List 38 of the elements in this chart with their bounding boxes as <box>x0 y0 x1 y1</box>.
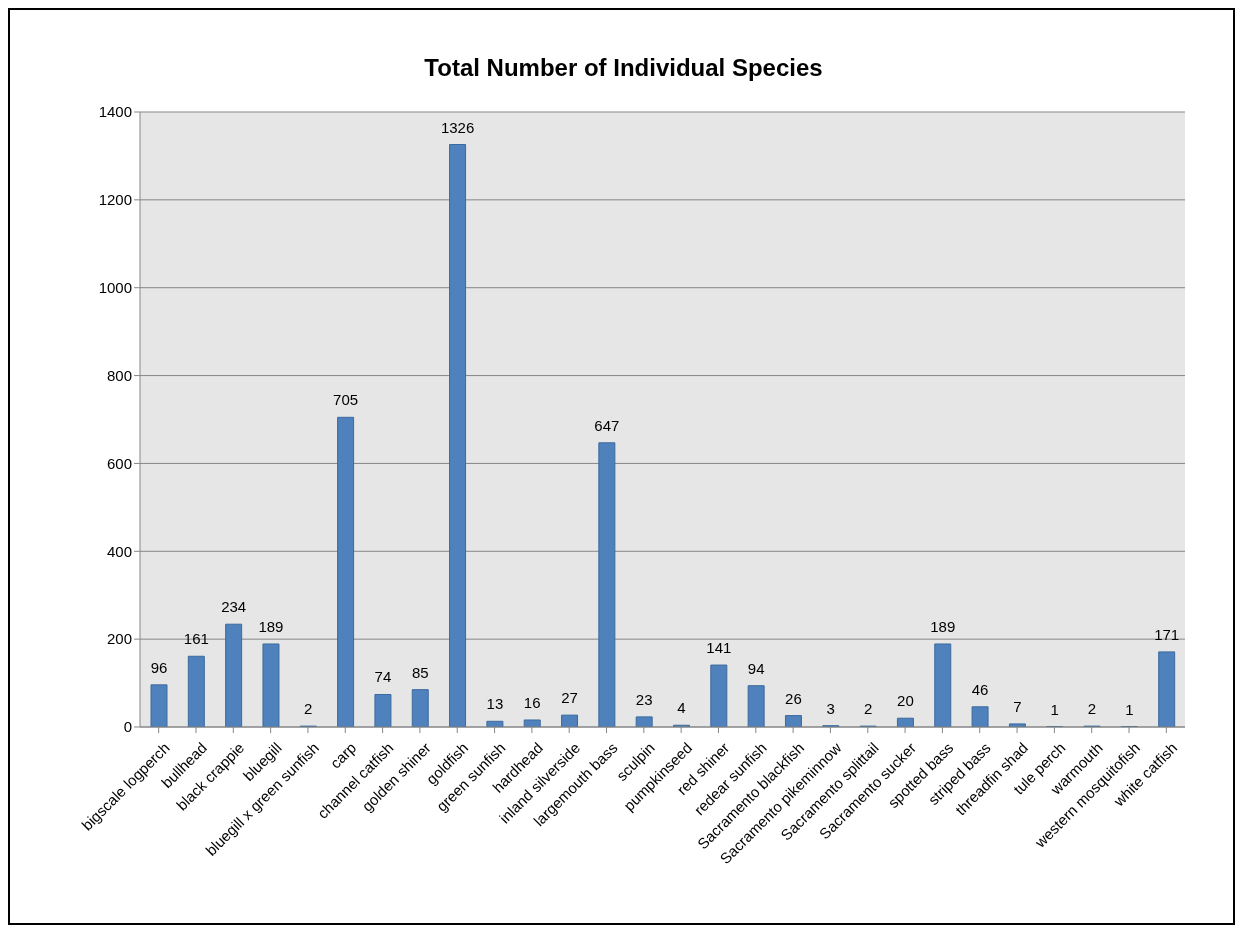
data-label: 7 <box>1013 697 1022 715</box>
data-label: 234 <box>221 598 247 616</box>
data-label: 23 <box>635 690 653 708</box>
data-label: 1 <box>1050 700 1059 718</box>
data-label: 94 <box>747 659 765 677</box>
y-tick-label: 1000 <box>98 279 132 297</box>
data-label: 27 <box>561 689 578 707</box>
data-label: 189 <box>258 617 284 635</box>
y-tick-label: 200 <box>106 630 132 648</box>
data-label: 3 <box>826 699 835 717</box>
data-label: 20 <box>897 692 914 710</box>
data-label: 26 <box>785 689 802 707</box>
data-label: 2 <box>863 700 873 718</box>
y-tick-label: 800 <box>106 366 132 384</box>
chart-title: Total Number of Individual Species <box>423 54 824 82</box>
y-tick-label: 400 <box>106 542 132 560</box>
y-tick-label: 600 <box>106 454 132 472</box>
data-label: 171 <box>1154 625 1180 643</box>
data-label: 647 <box>594 416 620 434</box>
y-tick-label: 1200 <box>98 191 132 209</box>
data-label: 161 <box>183 630 209 648</box>
data-label: 189 <box>930 617 956 635</box>
data-label: 2 <box>304 700 313 718</box>
data-label: 2 <box>1087 700 1097 718</box>
data-label: 141 <box>706 639 732 657</box>
data-label: 74 <box>374 668 392 686</box>
data-label: 13 <box>486 695 504 713</box>
data-label: 1326 <box>440 118 475 136</box>
data-label: 1 <box>1125 700 1134 718</box>
x-tick-label: carp <box>326 739 360 772</box>
data-label: 16 <box>523 693 541 711</box>
data-label: 705 <box>333 391 359 409</box>
data-label: 85 <box>411 663 429 681</box>
data-label: 4 <box>677 699 686 717</box>
data-label: 96 <box>150 658 168 676</box>
y-tick-label: 0 <box>123 718 132 736</box>
data-label: 46 <box>971 680 989 698</box>
y-tick-label: 1400 <box>98 103 132 121</box>
